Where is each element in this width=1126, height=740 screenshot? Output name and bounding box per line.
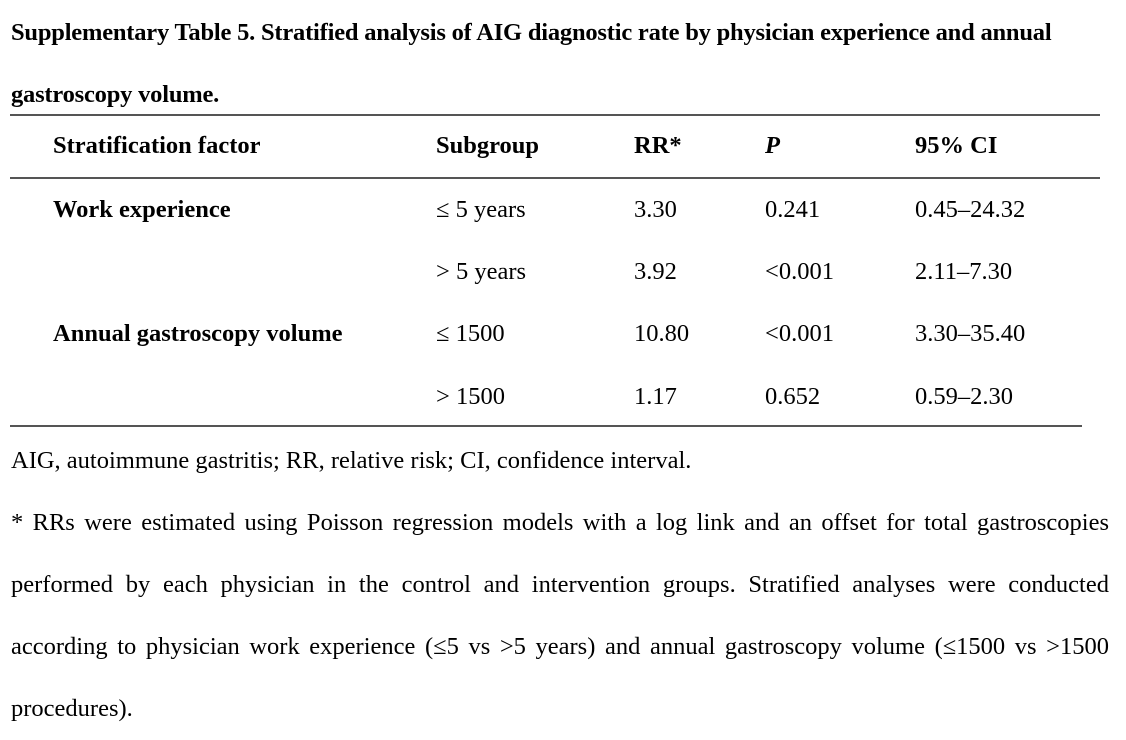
- table-top-rule: [10, 114, 1100, 116]
- row-rr: 1.17: [634, 383, 677, 410]
- header-stratification-factor: Stratification factor: [53, 132, 261, 159]
- row-subgroup: > 1500: [436, 383, 505, 410]
- row-ci: 0.45–24.32: [915, 196, 1026, 223]
- row-p-value: <0.001: [765, 320, 834, 347]
- row-rr: 10.80: [634, 320, 690, 347]
- row-ci: 3.30–35.40: [915, 320, 1026, 347]
- row-p-value: <0.001: [765, 258, 834, 285]
- row-rr: 3.30: [634, 196, 677, 223]
- row-rr: 3.92: [634, 258, 677, 285]
- row-factor: Annual gastroscopy volume: [53, 320, 343, 347]
- row-ci: 2.11–7.30: [915, 258, 1013, 285]
- row-subgroup: > 5 years: [436, 258, 527, 285]
- table-bottom-rule: [10, 425, 1082, 427]
- footnote-rr-method: * RRs were estimated using Poisson regre…: [11, 509, 1109, 722]
- header-95-ci: 95% CI: [915, 132, 998, 159]
- table-header-rule: [10, 177, 1100, 179]
- abbreviations-note: AIG, autoimmune gastritis; RR, relative …: [11, 447, 692, 474]
- table-notes: AIG, autoimmune gastritis; RR, relative …: [11, 430, 1109, 740]
- row-ci: 0.59–2.30: [915, 383, 1013, 410]
- row-subgroup: ≤ 1500: [436, 320, 505, 347]
- table-caption: Supplementary Table 5. Stratified analys…: [11, 19, 1052, 108]
- row-p-value: 0.241: [765, 196, 821, 223]
- row-p-value: 0.652: [765, 383, 821, 410]
- row-subgroup: ≤ 5 years: [436, 196, 526, 223]
- header-subgroup: Subgroup: [436, 132, 540, 159]
- header-p-value: P: [765, 132, 780, 159]
- row-factor: Work experience: [53, 196, 231, 223]
- header-rr: RR*: [634, 132, 682, 159]
